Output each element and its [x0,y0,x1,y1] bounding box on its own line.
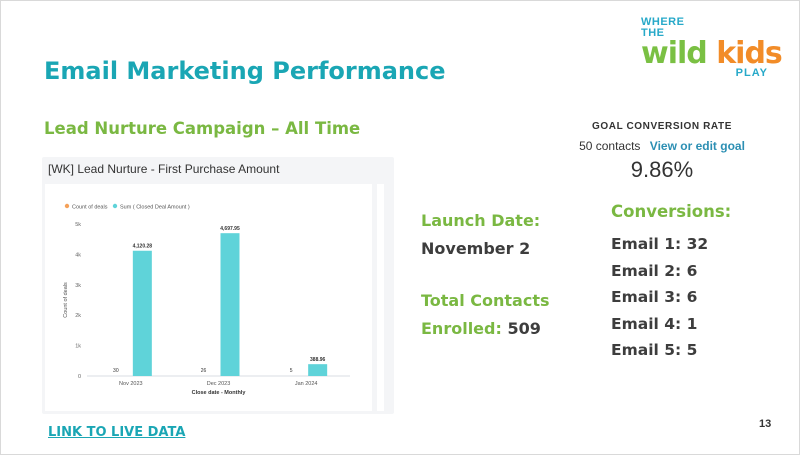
bar-chart: Count of deals Sum ( Closed Deal Amount )… [63,203,350,396]
y-axis-label: Count of deals [63,282,69,318]
campaign-subtitle: Lead Nurture Campaign – All Time [44,119,361,138]
launch-date-label: Launch Date: [421,211,541,230]
goal-conversion-label: GOAL CONVERSION RATE [592,121,732,132]
data-label: 26 [201,368,207,374]
list-item: Email 4: 1 [611,314,698,333]
edit-goal-link[interactable]: View or edit goal [649,139,745,153]
bar [220,233,240,376]
launch-date-block: Launch Date: November 2 [421,207,540,263]
bar [308,364,328,376]
legend-label: Count of deals [72,205,108,211]
chart-card-title: [WK] Lead Nurture - First Purchase Amoun… [48,162,280,176]
goal-conversion-rate: 9.86% [630,157,694,182]
x-tick-label: Nov 2023 [119,381,143,387]
conversions-list: Email 1: 32 Email 2: 6 Email 3: 6 Email … [611,231,708,364]
y-tick-label: 5k [75,222,81,228]
logo-word-kids: kids [716,36,783,71]
page-number: 13 [759,418,772,430]
data-label: 388.96 [310,357,326,363]
enrolled-row: Enrolled: 509 [421,315,550,343]
logo-line-play: PLAY [735,67,768,79]
legend-swatch [64,203,70,209]
data-label: 4,120.28 [133,244,153,250]
logo-line-where: WHERE [641,16,685,28]
list-item: Email 2: 6 [611,261,698,280]
total-contacts-label: Total Contacts [421,291,550,310]
x-tick-label: Dec 2023 [207,381,231,387]
chart-card: [WK] Lead Nurture - First Purchase Amoun… [42,157,394,414]
chart-area: Count of deals Sum ( Closed Deal Amount )… [45,184,372,411]
x-axis-label: Close date - Monthly [192,390,247,396]
goal-contacts-row: 50 contacts View or edit goal [575,139,749,153]
y-tick-label: 2k [75,313,81,319]
data-label: 4,697.95 [220,226,240,232]
data-label: 30 [113,368,119,374]
y-tick-label: 3k [75,283,81,289]
goal-contacts: 50 contacts [579,139,641,153]
x-tick-label: Jan 2024 [295,381,318,387]
data-label: 5 [290,368,293,374]
list-item: Email 3: 6 [611,288,698,306]
total-contacts-block: Total Contacts Enrolled: 509 [421,287,550,343]
conversions-title: Conversions: [611,202,732,221]
logo-wordmark: wild kids [641,39,786,69]
chart-scrollbar[interactable] [377,184,384,411]
y-tick-label: 1k [75,344,81,350]
bar [132,250,152,376]
live-data-link[interactable]: LINK TO LIVE DATA [48,425,186,440]
y-tick-label: 4k [75,252,81,258]
list-item: Email 5: 5 [611,341,698,359]
legend-label: Sum ( Closed Deal Amount ) [120,205,190,211]
launch-date-value: November 2 [421,239,531,258]
legend-swatch [112,203,118,209]
y-tick-label: 0 [78,374,81,380]
logo-line-the: THE [641,27,665,39]
list-item: Email 1: 32 [611,235,709,253]
page-title: Email Marketing Performance [44,57,446,85]
brand-logo: WHERE THE wild kids PLAY [641,17,786,81]
enrolled-value: 509 [507,319,541,338]
enrolled-label: Enrolled: [421,319,502,338]
logo-word-wild: wild [641,36,708,71]
